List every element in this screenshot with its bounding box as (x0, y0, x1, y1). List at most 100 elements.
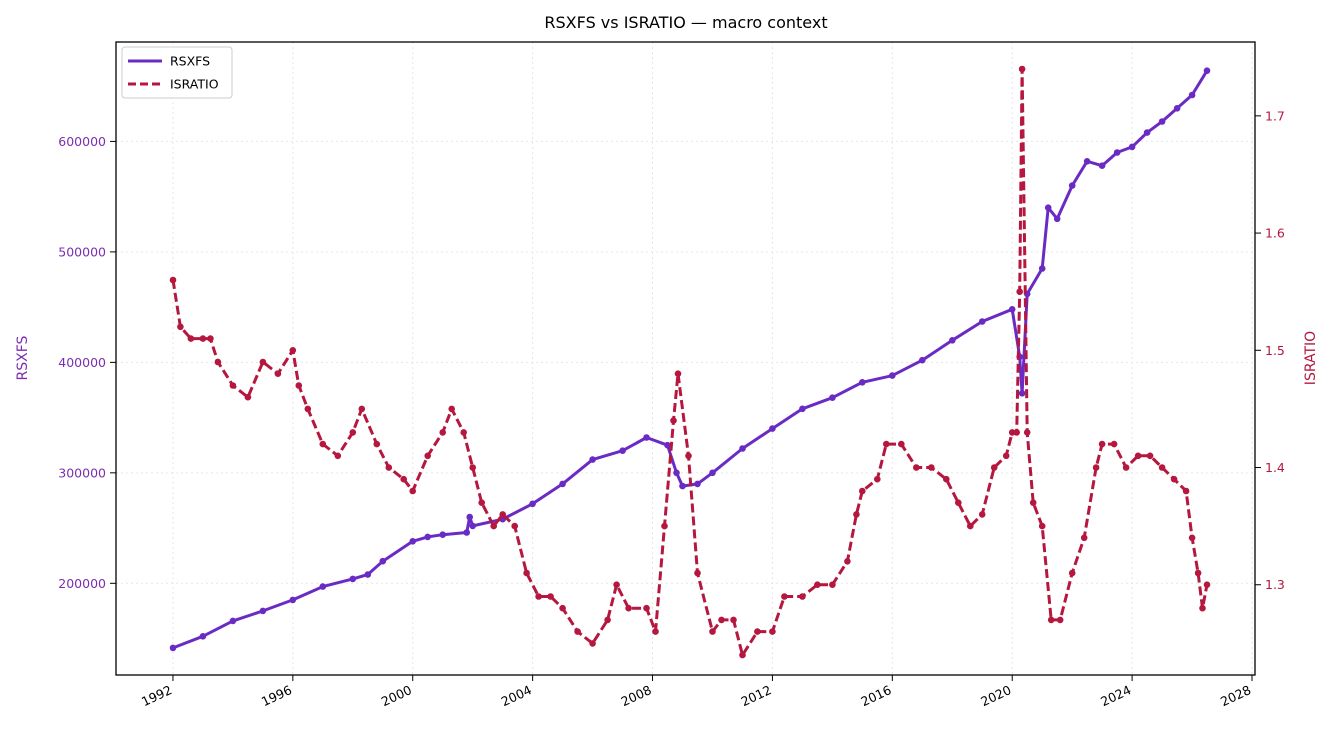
series-point-isratio (1158, 464, 1166, 471)
series-point-rsxfs (199, 633, 207, 640)
series-point-isratio (448, 405, 456, 413)
series-point-rsxfs (1053, 215, 1061, 223)
series-point-rsxfs (949, 337, 956, 344)
series-point-isratio (1018, 65, 1026, 73)
series-point-rsxfs (319, 583, 327, 590)
series-point-isratio (589, 640, 596, 647)
legend-label-rsxfs: RSXFS (170, 54, 210, 69)
x-tick-label: 2000 (379, 682, 414, 709)
series-point-rsxfs (709, 469, 716, 477)
series-point-isratio (1092, 464, 1100, 471)
series-point-isratio (229, 382, 237, 389)
x-tick-label: 2008 (619, 682, 654, 709)
series-point-isratio (643, 604, 650, 612)
series-point-rsxfs (664, 441, 671, 449)
series-point-isratio (1122, 464, 1130, 471)
series-point-rsxfs (1044, 204, 1052, 211)
right-axis-label: ISRATIO (1303, 331, 1319, 385)
series-point-isratio (883, 440, 890, 448)
series-point-isratio (373, 440, 381, 448)
series-point-rsxfs (469, 522, 477, 530)
series-point-isratio (1047, 616, 1055, 624)
left-y-axis: 200000 300000 400000 500000 600000 (58, 134, 116, 591)
series-point-isratio (781, 593, 788, 600)
series-point-rsxfs (673, 469, 680, 477)
series-line-isratio (171, 67, 1209, 657)
left-tick-label: 600000 (58, 134, 106, 149)
series-point-isratio (1038, 522, 1046, 530)
series-point-isratio (1182, 487, 1190, 495)
series-point-isratio (409, 487, 417, 495)
series-point-isratio (604, 616, 611, 624)
series-point-isratio (1199, 604, 1206, 612)
series-point-isratio (1016, 288, 1023, 296)
right-tick-label: 1.6 (1265, 226, 1285, 241)
series-point-isratio (898, 440, 905, 448)
legend: RSXFS ISRATIO (121, 46, 233, 99)
series-point-isratio (169, 276, 177, 284)
series-point-rsxfs (1158, 118, 1166, 125)
series-point-isratio (319, 440, 327, 448)
series-point-rsxfs (379, 557, 387, 565)
series-point-rsxfs (364, 571, 372, 578)
series-point-isratio (547, 593, 554, 600)
series-point-isratio (177, 323, 184, 331)
series-point-isratio (844, 558, 851, 565)
series-point-isratio (289, 347, 297, 354)
series-point-isratio (814, 581, 821, 588)
series-point-isratio (853, 511, 860, 518)
series-point-isratio (829, 581, 836, 588)
series-point-rsxfs (829, 394, 836, 402)
left-tick-label: 400000 (58, 355, 106, 370)
x-axis: 1992 1996 2000 2004 2008 2012 2016 2020 2024 2028 (139, 675, 1253, 709)
x-tick-label: 2028 (1218, 682, 1253, 709)
right-tick-label: 1.5 (1265, 343, 1285, 358)
series-point-rsxfs (679, 482, 686, 490)
x-tick-label: 1996 (259, 682, 294, 709)
series-point-rsxfs (978, 318, 986, 325)
x-tick-label: 2012 (739, 682, 774, 709)
series-point-isratio (990, 464, 998, 471)
series-point-isratio (295, 382, 303, 389)
series-point-isratio (199, 335, 207, 342)
series-point-isratio (1203, 581, 1211, 588)
series-point-rsxfs (1173, 105, 1181, 112)
series-point-isratio (928, 464, 935, 471)
series-point-isratio (1023, 429, 1031, 436)
series-point-isratio (187, 335, 195, 342)
series-point-isratio (349, 429, 357, 436)
series-point-isratio (694, 569, 701, 577)
series-point-isratio (661, 522, 668, 530)
series-point-rsxfs (739, 445, 746, 452)
series-point-isratio (559, 604, 566, 612)
series-point-rsxfs (1143, 129, 1151, 136)
series-point-isratio (535, 593, 542, 600)
series-point-isratio (207, 335, 214, 342)
series-point-rsxfs (289, 596, 297, 604)
x-tick-label: 2004 (499, 682, 534, 709)
right-y-axis: 1.3 1.4 1.5 1.6 1.7 (1255, 108, 1285, 592)
series-point-isratio (685, 452, 692, 460)
series-point-isratio (469, 464, 477, 471)
series-point-isratio (1194, 569, 1202, 577)
series-point-rsxfs (1018, 390, 1026, 397)
series-point-isratio (955, 499, 962, 507)
left-tick-label: 200000 (58, 576, 106, 591)
series-layer (169, 65, 1211, 659)
series-point-isratio (625, 604, 632, 612)
series-point-isratio (978, 511, 986, 518)
x-tick-label: 2024 (1098, 682, 1133, 709)
series-point-isratio (739, 651, 746, 659)
series-point-rsxfs (409, 538, 417, 545)
legend-label-isratio: ISRATIO (170, 77, 219, 92)
series-point-isratio (304, 405, 312, 413)
series-point-isratio (730, 616, 737, 624)
series-point-isratio (490, 522, 498, 530)
series-point-isratio (1146, 452, 1154, 460)
left-tick-label: 500000 (58, 244, 106, 259)
series-point-isratio (424, 452, 432, 460)
series-point-isratio (460, 429, 468, 436)
series-point-isratio (613, 581, 620, 588)
series-point-isratio (652, 628, 659, 635)
series-point-rsxfs (889, 372, 896, 379)
